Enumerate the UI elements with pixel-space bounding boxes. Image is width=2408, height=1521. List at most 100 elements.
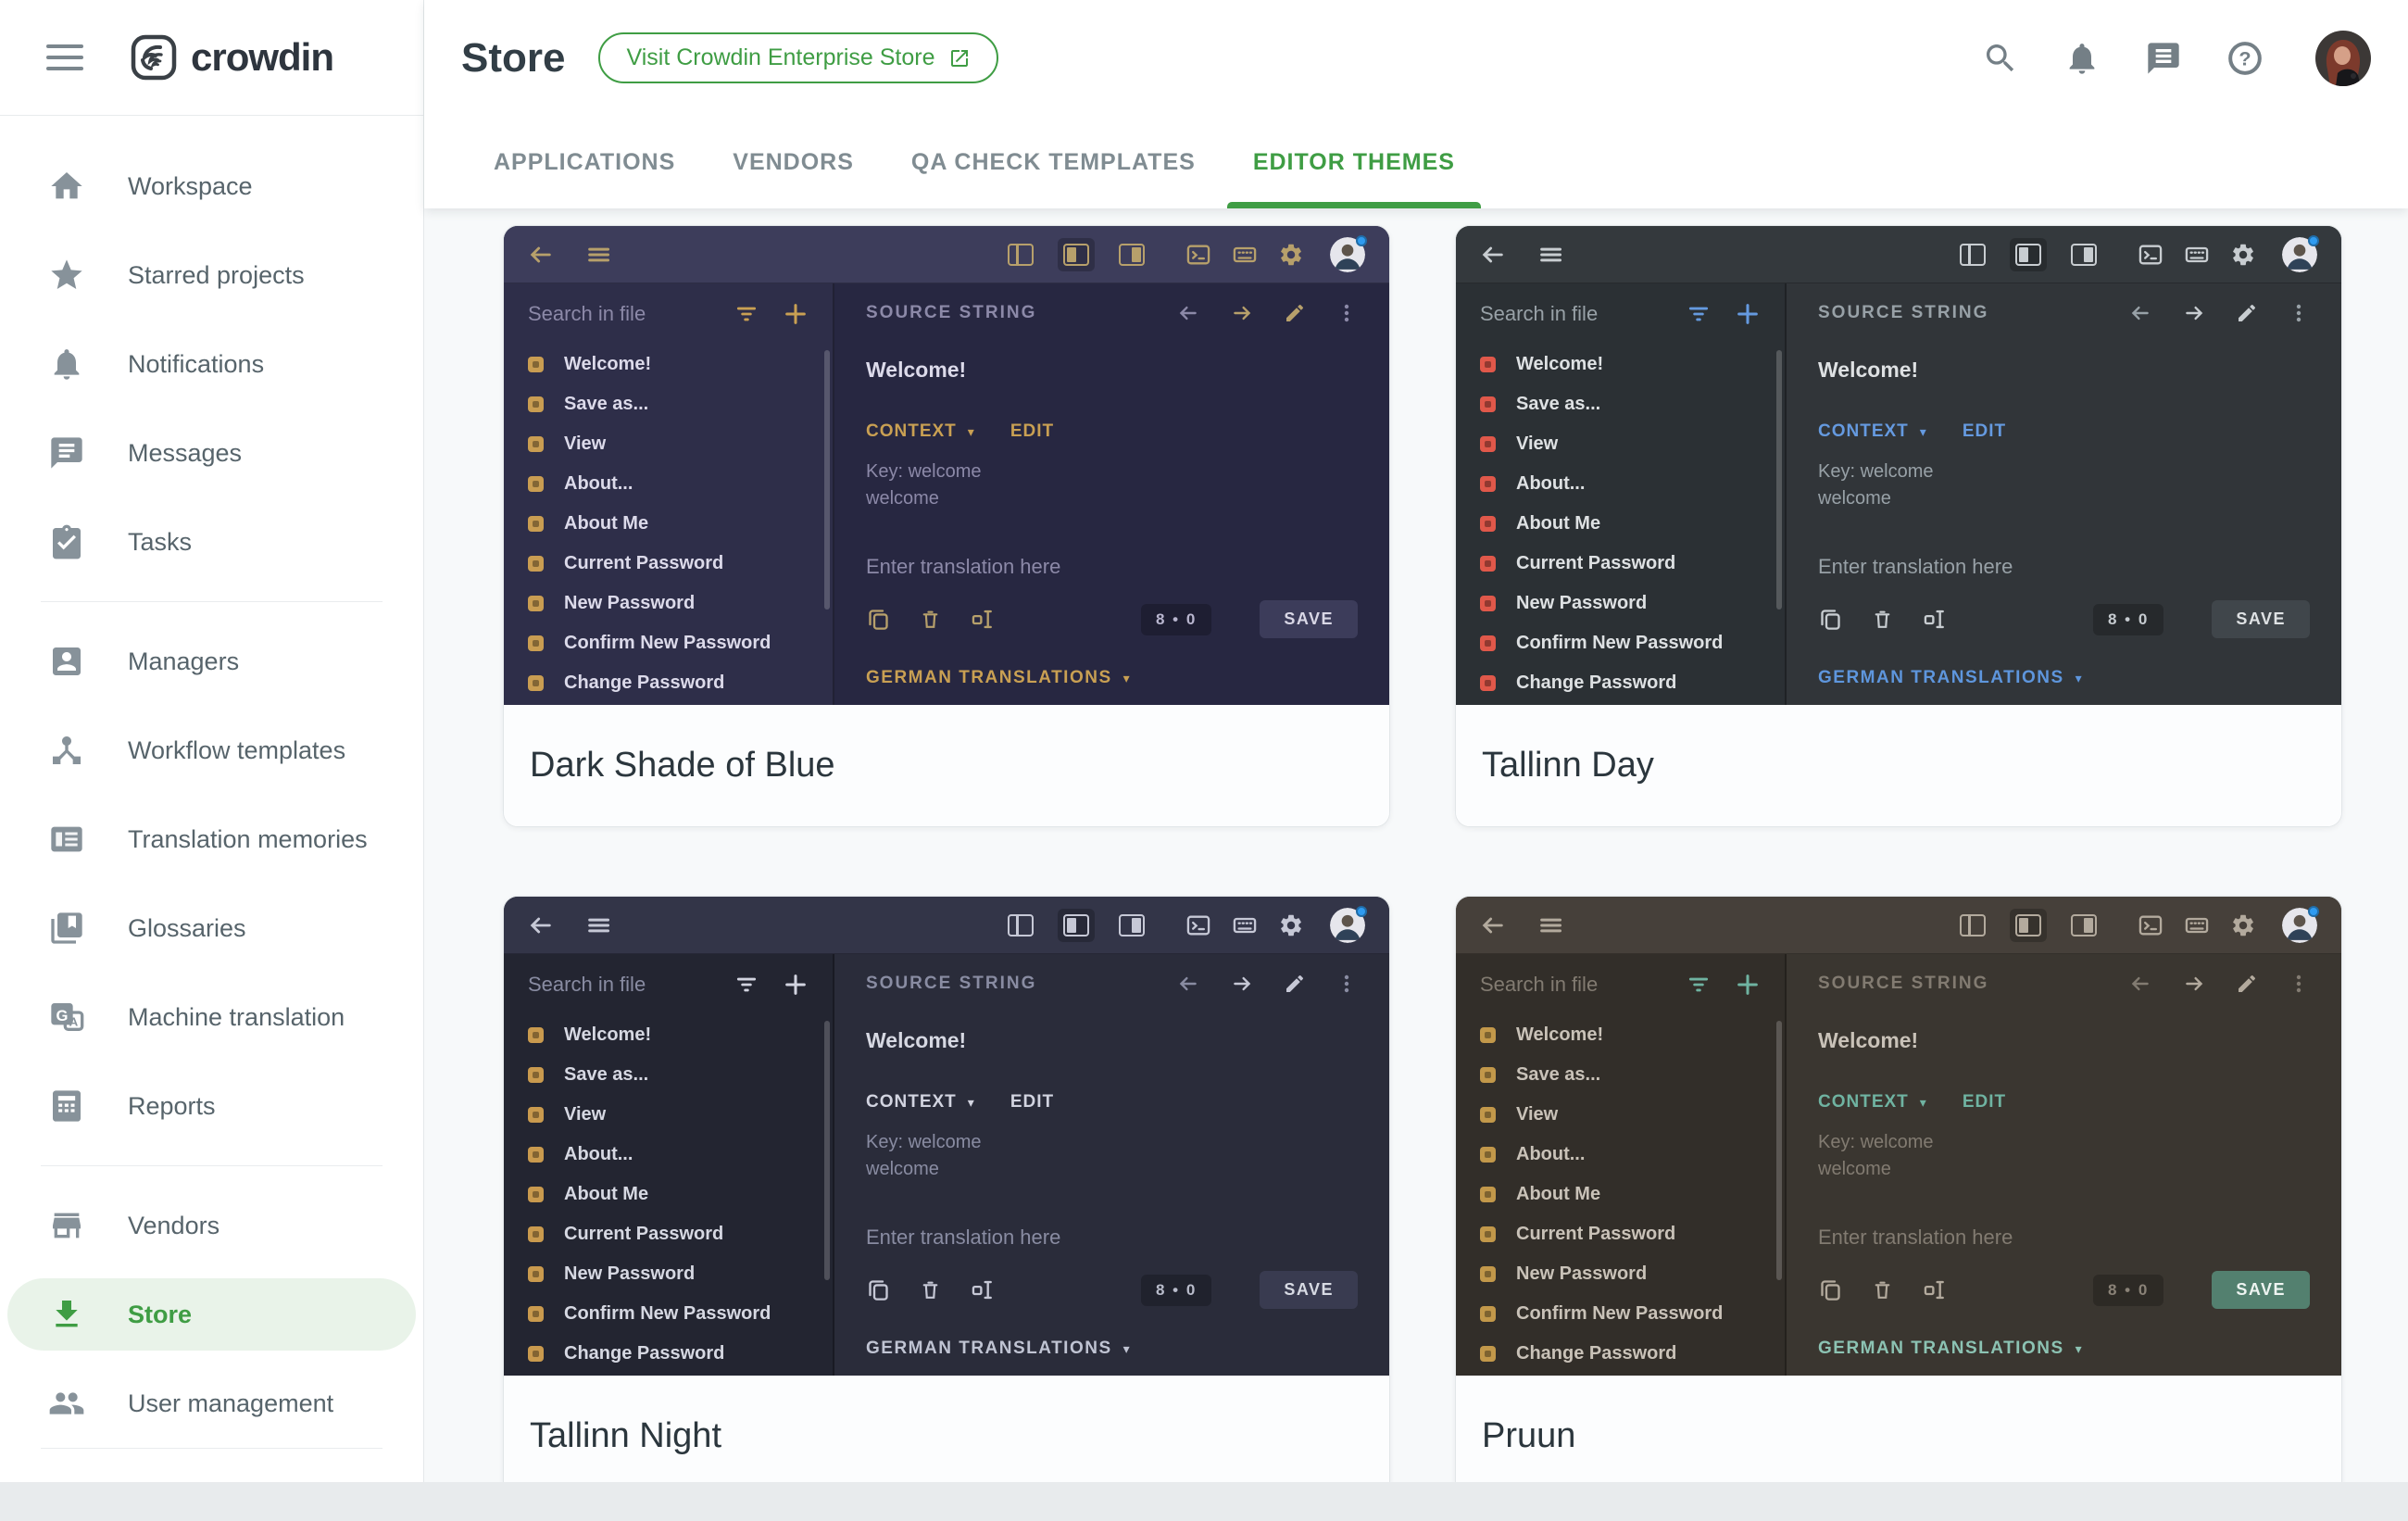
notifications-icon[interactable] [2063,40,2101,77]
sidebar-item-workflow-templates[interactable]: Workflow templates [0,706,423,795]
filter-icon[interactable] [1687,302,1711,326]
translations-footer-label[interactable]: GERMAN TRANSLATIONS [866,1339,1112,1358]
prev-arrow-icon[interactable] [2128,301,2152,325]
pencil-icon[interactable] [2236,302,2258,324]
kebab-menu-icon[interactable] [2288,973,2310,995]
pencil-icon[interactable] [1284,302,1306,324]
editor-search-input[interactable]: Search in file [528,302,646,325]
back-arrow-icon[interactable] [1480,242,1506,268]
theme-card[interactable]: Search in file [1455,225,2342,827]
layout-columns-icon[interactable] [1008,913,1034,936]
translations-footer-label[interactable]: GERMAN TRANSLATIONS [1818,1339,2064,1358]
theme-card[interactable]: Search in file [1455,896,2342,1482]
add-icon[interactable] [1735,972,1761,998]
user-avatar[interactable] [2315,30,2371,86]
keyboard-icon[interactable] [2184,912,2210,938]
translations-footer-label[interactable]: GERMAN TRANSLATIONS [1818,668,2064,687]
translation-input[interactable]: Enter translation here [1818,1226,2013,1249]
layout-right-icon[interactable] [1119,243,1145,266]
editor-search-input[interactable]: Search in file [1480,302,1599,325]
search-icon[interactable] [1982,40,2019,77]
menu-icon[interactable] [585,912,611,938]
scrollbar-thumb[interactable] [824,1021,830,1280]
next-arrow-icon[interactable] [2182,301,2206,325]
string-list-item[interactable]: About... [1456,464,1785,504]
string-list-item[interactable]: About Me [1456,504,1785,544]
text-cursor-icon[interactable] [970,607,995,632]
layout-columns-icon[interactable] [1960,913,1986,936]
layout-left-selected[interactable] [1058,237,1095,271]
copy-icon[interactable] [866,607,891,632]
string-list-item[interactable]: About Me [1456,1175,1785,1214]
edit-context-button[interactable]: EDIT [1962,1092,2007,1112]
filter-icon[interactable] [734,973,759,997]
text-cursor-icon[interactable] [1922,1277,1947,1302]
keyboard-icon[interactable] [2184,242,2210,268]
string-list-item[interactable]: Change Password [1456,663,1785,703]
next-arrow-icon[interactable] [1230,301,1254,325]
pencil-icon[interactable] [1284,973,1306,995]
trash-icon[interactable] [1871,1278,1894,1301]
string-list-item[interactable]: About Me [504,1175,833,1214]
scrollbar-thumb[interactable] [1776,350,1782,610]
string-list-item[interactable]: New Password [504,584,833,623]
copy-icon[interactable] [1818,1277,1843,1302]
string-list-item[interactable]: Current Password [504,544,833,584]
add-icon[interactable] [783,301,809,327]
prev-arrow-icon[interactable] [1176,972,1200,996]
gear-icon[interactable] [1278,912,1304,938]
tab-qa-check-templates[interactable]: QA CHECK TEMPLATES [910,148,1196,175]
kebab-menu-icon[interactable] [2288,302,2310,324]
string-list-item[interactable]: Save as... [1456,1055,1785,1095]
add-icon[interactable] [1735,301,1761,327]
sidebar-item-store[interactable]: Store [7,1278,416,1351]
sidebar-item-starred-projects[interactable]: Starred projects [0,231,423,320]
visit-enterprise-store-button[interactable]: Visit Crowdin Enterprise Store [598,32,998,83]
tab-editor-themes[interactable]: EDITOR THEMES [1226,116,1482,208]
trash-icon[interactable] [919,1278,942,1301]
sidebar-item-user-management[interactable]: User management [0,1359,423,1448]
theme-card[interactable]: Search in file [503,225,1390,827]
tab-vendors[interactable]: VENDORS [733,148,854,175]
save-button[interactable]: SAVE [2212,600,2310,638]
translations-footer-label[interactable]: GERMAN TRANSLATIONS [866,668,1112,687]
string-list-item[interactable]: Change Password [1456,1334,1785,1374]
menu-icon[interactable] [585,242,611,268]
translation-input[interactable]: Enter translation here [866,555,1061,578]
copy-icon[interactable] [1818,607,1843,632]
string-list-item[interactable]: Confirm New Password [504,623,833,663]
keyboard-icon[interactable] [1232,242,1258,268]
next-arrow-icon[interactable] [2182,972,2206,996]
save-button[interactable]: SAVE [1260,1271,1358,1309]
edit-context-button[interactable]: EDIT [1010,421,1055,441]
messages-icon[interactable] [2145,40,2182,77]
save-button[interactable]: SAVE [1260,600,1358,638]
pencil-icon[interactable] [2236,973,2258,995]
terminal-icon[interactable] [1185,242,1211,268]
theme-card[interactable]: Search in file [503,896,1390,1482]
gear-icon[interactable] [1278,242,1304,268]
menu-icon[interactable] [1537,242,1563,268]
sidebar-item-reports[interactable]: Reports [0,1062,423,1150]
string-list-item[interactable]: Welcome! [504,1015,833,1055]
context-label[interactable]: CONTEXT [1818,1092,1909,1112]
back-arrow-icon[interactable] [528,912,554,938]
editor-avatar[interactable] [1330,905,1367,943]
string-list-item[interactable]: Current Password [504,1214,833,1254]
back-arrow-icon[interactable] [528,242,554,268]
string-list-item[interactable]: View [1456,1095,1785,1135]
terminal-icon[interactable] [1185,912,1211,938]
string-list-item[interactable]: Welcome! [504,345,833,384]
editor-avatar[interactable] [2282,234,2319,272]
back-arrow-icon[interactable] [1480,912,1506,938]
string-list-item[interactable]: View [504,1095,833,1135]
sidebar-item-managers[interactable]: Managers [0,617,423,706]
string-list-item[interactable]: Welcome! [1456,345,1785,384]
copy-icon[interactable] [866,1277,891,1302]
help-icon[interactable]: ? [2226,40,2264,77]
sidebar-item-vendors[interactable]: Vendors [0,1181,423,1270]
string-list-item[interactable]: About... [504,464,833,504]
layout-right-icon[interactable] [1119,913,1145,936]
sidebar-item-tasks[interactable]: Tasks [0,497,423,586]
